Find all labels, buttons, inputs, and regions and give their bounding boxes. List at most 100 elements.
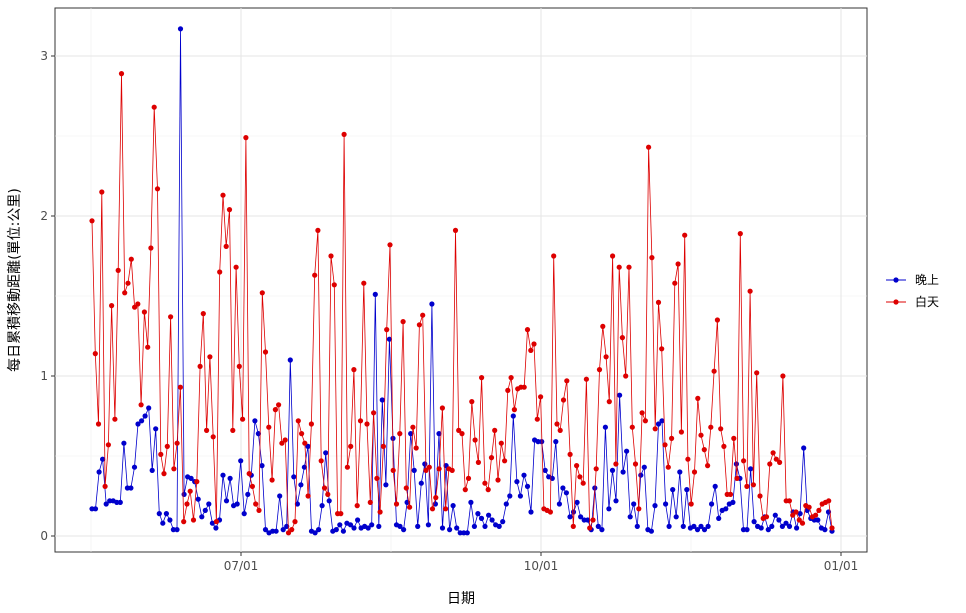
data-point <box>174 527 180 533</box>
data-point <box>289 527 295 533</box>
data-point <box>371 410 377 416</box>
data-point <box>217 269 223 275</box>
data-point <box>619 335 626 341</box>
data-point <box>213 525 219 531</box>
data-point <box>308 421 314 427</box>
data-point <box>757 493 763 499</box>
data-point <box>570 509 577 515</box>
data-point <box>188 475 194 481</box>
data-point <box>610 253 616 259</box>
data-point <box>663 501 669 507</box>
data-point <box>357 418 364 424</box>
data-point <box>648 528 655 534</box>
data-point <box>786 498 793 504</box>
data-point <box>302 440 308 446</box>
data-point <box>609 467 616 473</box>
data-point <box>767 461 773 467</box>
data-point <box>348 443 354 449</box>
data-point <box>560 397 567 403</box>
data-point <box>220 192 226 198</box>
data-point <box>465 475 472 481</box>
data-point <box>705 523 711 530</box>
data-point <box>315 227 321 233</box>
data-point <box>799 520 806 526</box>
data-point <box>514 479 520 485</box>
data-point <box>498 440 504 446</box>
data-point <box>149 467 155 473</box>
data-point <box>433 495 439 501</box>
data-point <box>718 426 724 432</box>
data-point <box>616 264 622 270</box>
data-point <box>528 509 534 515</box>
data-point <box>436 431 442 437</box>
data-point <box>255 431 261 437</box>
data-point <box>287 357 293 363</box>
data-point <box>156 510 162 517</box>
data-point <box>135 421 141 427</box>
data-point <box>425 522 431 528</box>
data-point <box>662 442 668 448</box>
data-point <box>331 282 337 288</box>
legend-label: 晚上 <box>915 273 939 287</box>
data-point <box>338 510 344 517</box>
data-point <box>685 456 691 462</box>
data-point <box>790 512 796 518</box>
data-point <box>793 509 799 515</box>
data-point <box>599 527 605 533</box>
data-point <box>563 490 570 496</box>
data-point <box>153 426 159 432</box>
data-point <box>780 373 786 379</box>
data-point <box>226 207 233 213</box>
data-point <box>295 418 301 424</box>
data-point <box>340 528 346 534</box>
data-point <box>109 303 115 309</box>
data-point <box>316 527 322 533</box>
data-point <box>410 424 416 430</box>
data-point <box>380 443 386 449</box>
data-point <box>801 445 807 451</box>
data-point <box>557 427 563 433</box>
data-point <box>475 510 481 517</box>
data-point <box>691 523 697 530</box>
data-point <box>694 527 701 533</box>
data-point <box>204 427 210 433</box>
data-point <box>454 525 460 531</box>
data-point <box>92 506 99 512</box>
data-point <box>701 447 707 453</box>
data-point <box>158 451 164 457</box>
data-point <box>721 443 727 449</box>
data-point <box>190 517 197 523</box>
data-point <box>139 418 145 424</box>
data-point <box>259 290 265 296</box>
y-axis: 0 1 2 3 <box>40 49 55 543</box>
data-point <box>553 439 559 445</box>
data-point <box>773 456 779 462</box>
legend-key-point <box>893 299 899 305</box>
data-point <box>269 477 275 483</box>
data-point <box>102 483 108 489</box>
y-tick-label: 2 <box>40 209 48 223</box>
data-point <box>744 483 750 489</box>
data-point <box>443 506 449 512</box>
data-point <box>796 517 802 523</box>
x-tick-label: 07/01 <box>224 559 259 573</box>
data-point <box>734 475 740 481</box>
x-tick-label: 10/01 <box>524 559 559 573</box>
data-point <box>620 469 626 475</box>
data-point <box>171 466 177 472</box>
data-point <box>282 437 288 443</box>
data-point <box>603 354 609 360</box>
data-point <box>595 523 601 530</box>
data-point <box>384 327 390 333</box>
data-point <box>223 498 230 504</box>
data-point <box>457 530 463 536</box>
data-point <box>531 341 537 347</box>
data-point <box>624 448 630 454</box>
data-point <box>502 458 508 464</box>
data-point <box>323 450 329 456</box>
data-point <box>372 291 378 297</box>
data-point <box>709 501 715 507</box>
data-point <box>554 421 560 427</box>
data-point <box>585 517 591 523</box>
data-point <box>634 523 640 530</box>
